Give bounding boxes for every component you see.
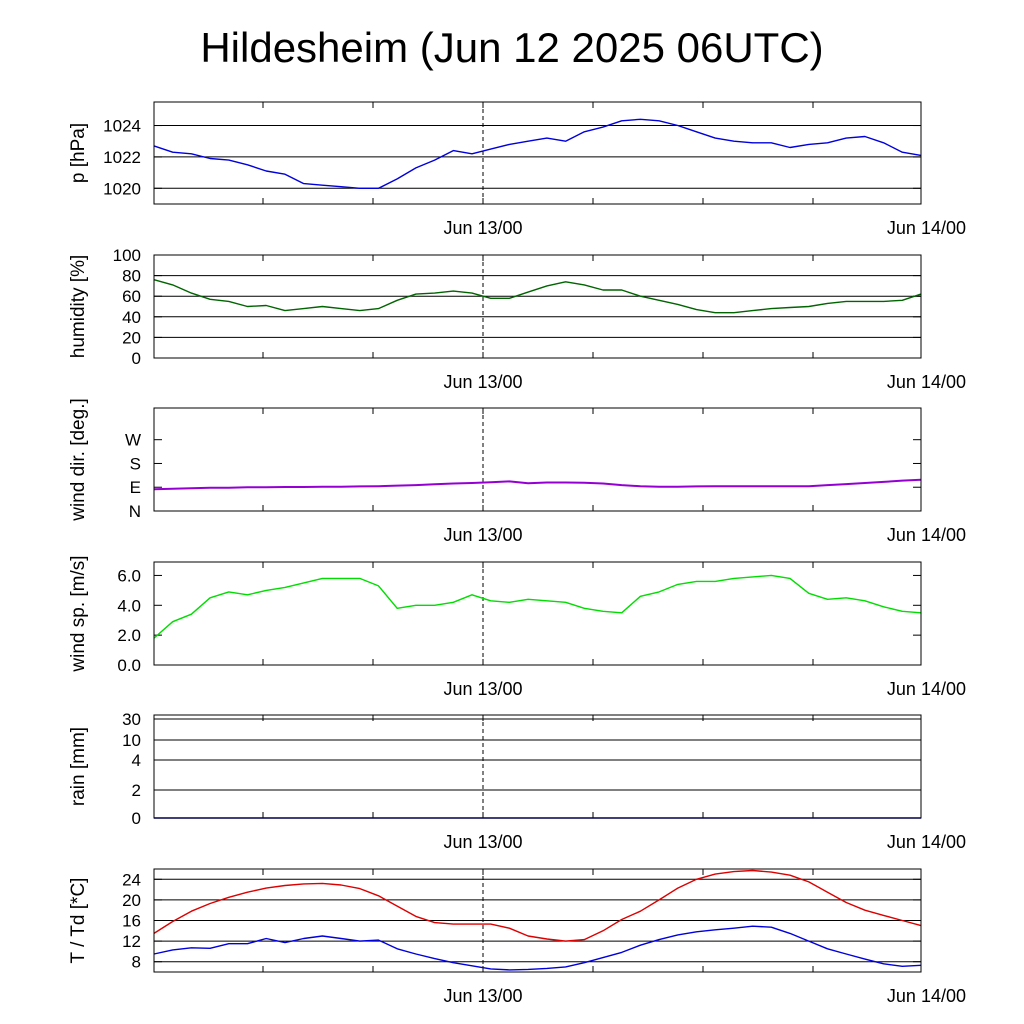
temperature-y-axis-label: T / Td [*C] bbox=[68, 878, 89, 964]
y-tick-label: 100 bbox=[113, 246, 141, 265]
pressure-series-0-line bbox=[153, 118, 922, 190]
panel-frame bbox=[153, 868, 922, 973]
temperature-series-0-line bbox=[153, 869, 922, 942]
y-tick-label: 10 bbox=[122, 731, 141, 750]
y-tick-label: W bbox=[125, 431, 141, 450]
x-tick-label: Jun 13/00 bbox=[443, 832, 522, 852]
y-tick-label: 4.0 bbox=[117, 596, 141, 615]
x-tick-label: Jun 14/00 bbox=[887, 372, 966, 392]
x-tick-label: Jun 14/00 bbox=[887, 832, 966, 852]
y-tick-label: 1024 bbox=[103, 117, 141, 136]
y-tick-label: 1022 bbox=[103, 148, 141, 167]
wind-direction-series-0-line bbox=[153, 478, 922, 491]
wind-speed-panel: 0.0 2.0 4.0 6.0 wind sp. [m/s] Jun 13/00 Jun 1… bbox=[68, 555, 966, 699]
x-tick-label: Jun 13/00 bbox=[443, 679, 522, 699]
panel-frame bbox=[153, 561, 922, 666]
y-tick-label: 8 bbox=[132, 953, 141, 972]
y-tick-label: 0 bbox=[132, 809, 141, 828]
y-tick-label: 12 bbox=[122, 932, 141, 951]
y-tick-label: 40 bbox=[122, 308, 141, 327]
y-tick-label: 6.0 bbox=[117, 566, 141, 585]
pressure-panel: 1020 1022 1024 p [hPa] Jun 13/00 Jun 14/00 bbox=[68, 101, 966, 238]
x-tick-label: Jun 13/00 bbox=[443, 525, 522, 545]
panel-frame bbox=[153, 714, 922, 819]
rain-panel: 0 2 410 30 rain [mm] Jun 13/00 Jun 14/00 bbox=[68, 710, 966, 852]
y-tick-label: 1020 bbox=[103, 179, 141, 198]
wind-direction-y-axis-label: wind dir. [deg.] bbox=[68, 398, 89, 522]
y-tick-label: 24 bbox=[122, 870, 141, 889]
y-tick-label: 0.0 bbox=[117, 656, 141, 675]
x-tick-label: Jun 14/00 bbox=[887, 218, 966, 238]
y-tick-label: 2 bbox=[132, 781, 141, 800]
pressure-y-axis-label: p [hPa] bbox=[68, 123, 89, 183]
y-tick-label: E bbox=[130, 478, 141, 497]
y-tick-label: S bbox=[130, 454, 141, 473]
wind-speed-y-axis-label: wind sp. [m/s] bbox=[68, 555, 89, 672]
x-tick-label: Jun 13/00 bbox=[443, 986, 522, 1006]
y-tick-label: 30 bbox=[122, 710, 141, 729]
humidity-y-axis-label: humidity [%] bbox=[68, 255, 89, 358]
panel-frame bbox=[153, 407, 922, 512]
x-tick-label: Jun 13/00 bbox=[443, 372, 522, 392]
chart-title: Hildesheim (Jun 12 2025 06UTC) bbox=[200, 24, 824, 71]
y-tick-label: 20 bbox=[122, 891, 141, 910]
y-tick-label: N bbox=[129, 502, 141, 521]
y-tick-label: 80 bbox=[122, 267, 141, 286]
y-tick-label: 20 bbox=[122, 328, 141, 347]
x-tick-label: Jun 14/00 bbox=[887, 986, 966, 1006]
y-tick-label: 60 bbox=[122, 287, 141, 306]
y-tick-label: 0 bbox=[132, 349, 141, 368]
y-tick-label: 2.0 bbox=[117, 626, 141, 645]
wind-speed-series-0-line bbox=[153, 574, 922, 639]
humidity-series-0-line bbox=[153, 279, 922, 314]
x-tick-label: Jun 13/00 bbox=[443, 218, 522, 238]
temperature-series-1-line bbox=[153, 925, 922, 971]
y-tick-label: 4 bbox=[132, 751, 141, 770]
x-tick-label: Jun 14/00 bbox=[887, 525, 966, 545]
y-tick-label: 16 bbox=[122, 912, 141, 931]
panel-frame bbox=[153, 254, 922, 359]
panel-frame bbox=[153, 101, 922, 205]
rain-y-axis-label: rain [mm] bbox=[68, 727, 89, 806]
x-tick-label: Jun 14/00 bbox=[887, 679, 966, 699]
